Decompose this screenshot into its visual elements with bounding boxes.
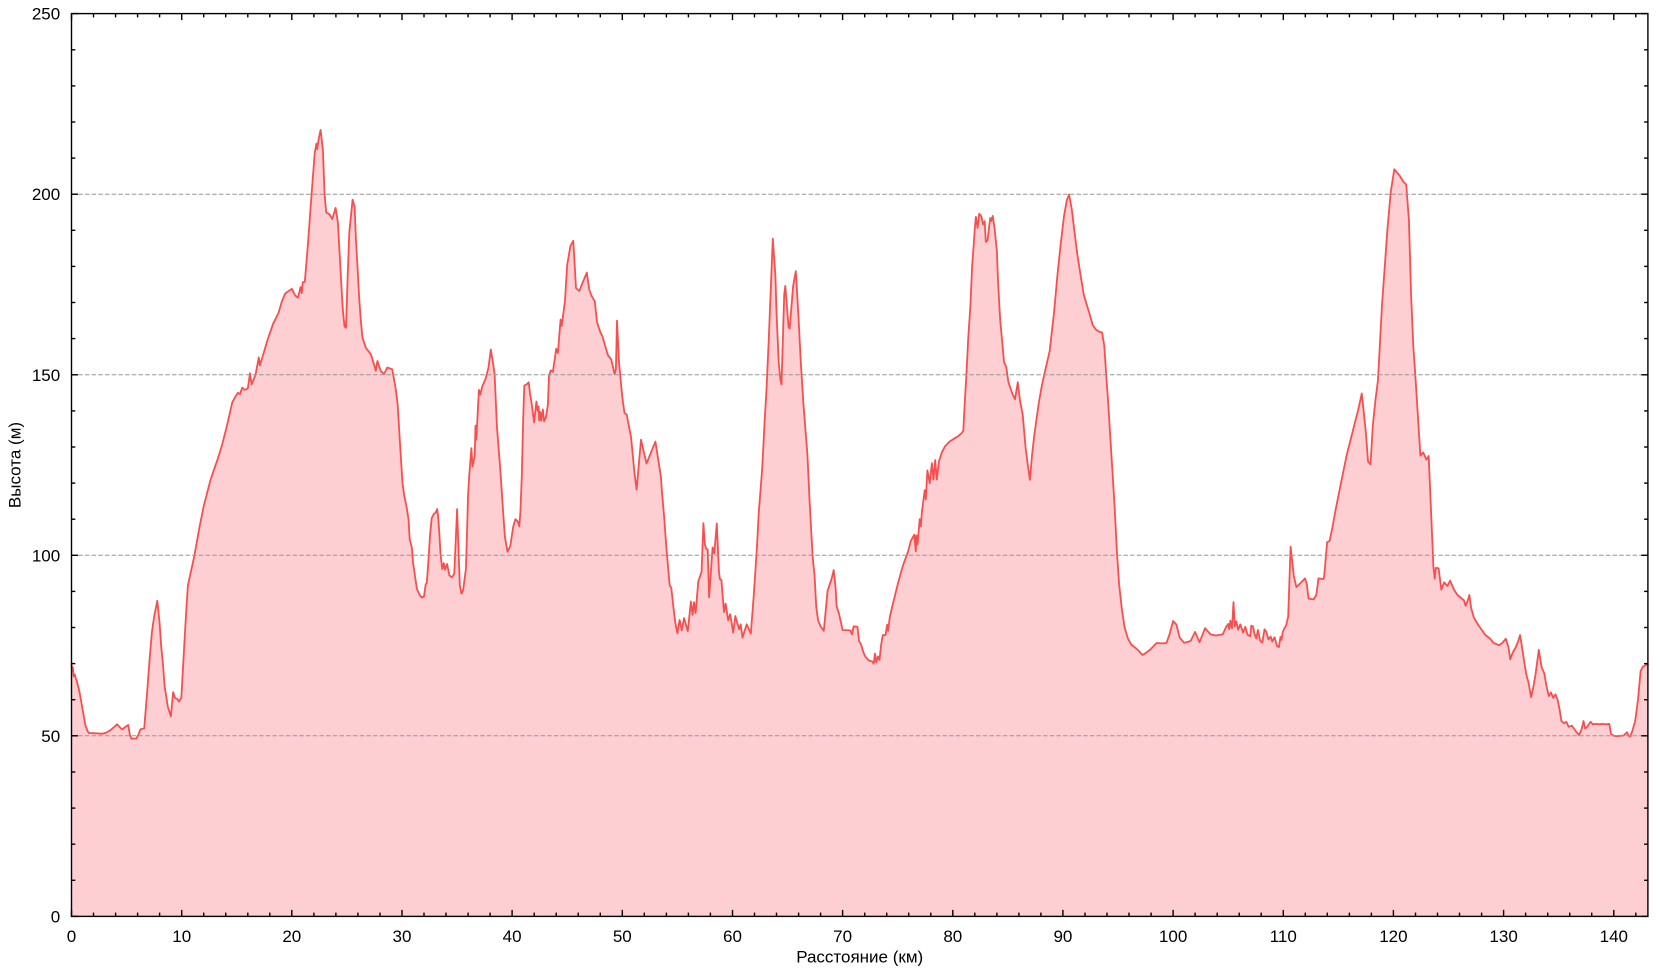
svg-text:250: 250: [32, 5, 60, 24]
svg-text:140: 140: [1600, 927, 1628, 946]
svg-text:0: 0: [51, 907, 60, 926]
svg-text:30: 30: [393, 927, 412, 946]
svg-text:50: 50: [613, 927, 632, 946]
svg-text:200: 200: [32, 185, 60, 204]
svg-text:110: 110: [1270, 927, 1297, 946]
svg-text:90: 90: [1053, 927, 1072, 946]
svg-text:20: 20: [282, 927, 301, 946]
svg-text:100: 100: [32, 546, 60, 565]
svg-text:120: 120: [1379, 927, 1407, 946]
svg-text:80: 80: [943, 927, 962, 946]
svg-text:10: 10: [172, 927, 191, 946]
svg-text:100: 100: [1159, 927, 1187, 946]
svg-text:40: 40: [503, 927, 522, 946]
svg-text:150: 150: [32, 366, 60, 385]
svg-text:Высота (м): Высота (м): [6, 422, 25, 508]
svg-text:70: 70: [833, 927, 852, 946]
svg-text:Расстояние (км): Расстояние (км): [796, 948, 923, 967]
svg-text:130: 130: [1489, 927, 1517, 946]
svg-text:0: 0: [67, 927, 76, 946]
svg-text:60: 60: [723, 927, 742, 946]
svg-text:50: 50: [41, 727, 60, 746]
